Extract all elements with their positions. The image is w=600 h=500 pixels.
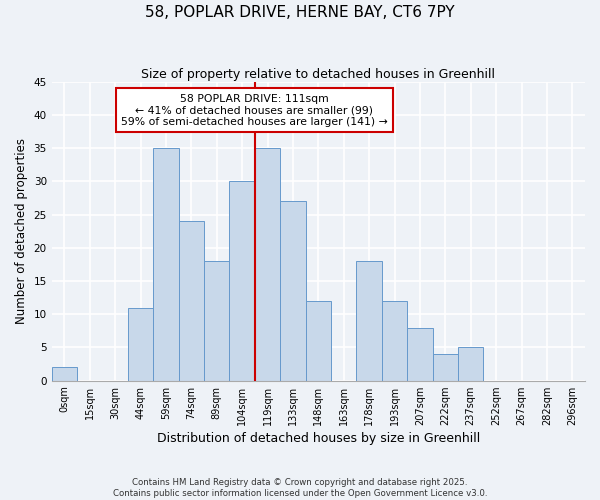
Bar — [255, 148, 280, 380]
Bar — [229, 182, 255, 380]
Bar — [458, 348, 484, 380]
Bar — [407, 328, 433, 380]
Bar — [128, 308, 153, 380]
X-axis label: Distribution of detached houses by size in Greenhill: Distribution of detached houses by size … — [157, 432, 480, 445]
Bar — [204, 261, 229, 380]
Bar — [179, 221, 204, 380]
Text: 58 POPLAR DRIVE: 111sqm
← 41% of detached houses are smaller (99)
59% of semi-de: 58 POPLAR DRIVE: 111sqm ← 41% of detache… — [121, 94, 388, 127]
Bar — [433, 354, 458, 380]
Bar — [153, 148, 179, 380]
Bar — [305, 301, 331, 380]
Bar — [280, 202, 305, 380]
Bar — [52, 368, 77, 380]
Bar — [382, 301, 407, 380]
Bar — [356, 261, 382, 380]
Text: 58, POPLAR DRIVE, HERNE BAY, CT6 7PY: 58, POPLAR DRIVE, HERNE BAY, CT6 7PY — [145, 5, 455, 20]
Y-axis label: Number of detached properties: Number of detached properties — [15, 138, 28, 324]
Title: Size of property relative to detached houses in Greenhill: Size of property relative to detached ho… — [142, 68, 496, 80]
Text: Contains HM Land Registry data © Crown copyright and database right 2025.
Contai: Contains HM Land Registry data © Crown c… — [113, 478, 487, 498]
